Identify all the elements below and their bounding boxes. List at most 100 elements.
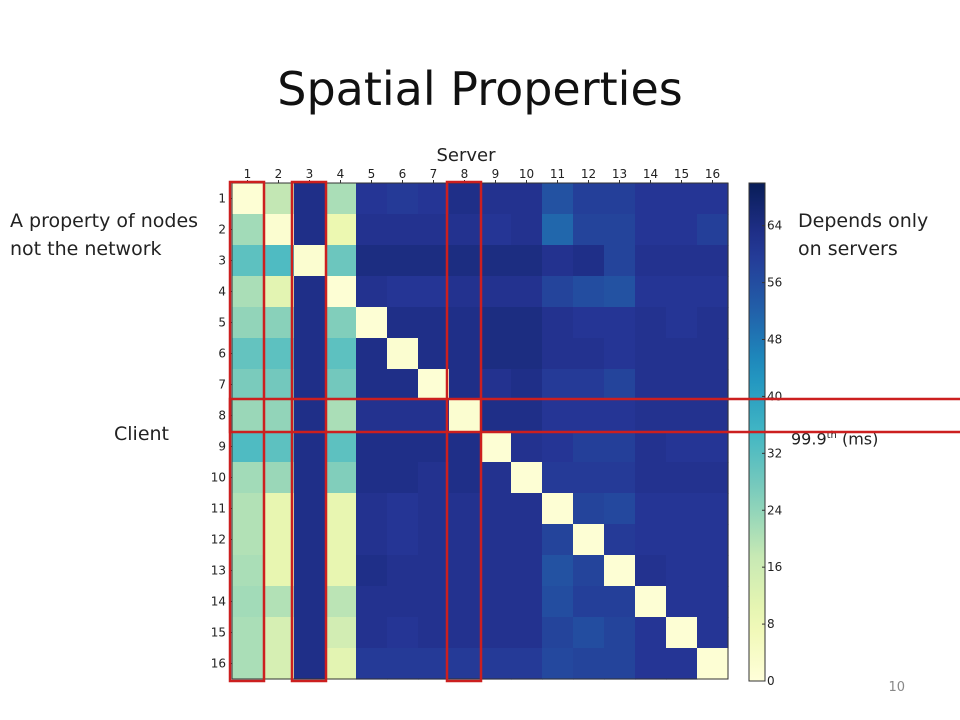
heatmap-cell-r1-c4 [325, 183, 357, 215]
heatmap-cell-r14-c8 [449, 586, 481, 618]
heatmap-cell-r14-c2 [263, 586, 295, 618]
heatmap-cell-r5-c16 [697, 307, 729, 339]
heatmap-cell-r7-c11 [542, 369, 574, 401]
heatmap-cell-r11-c3 [294, 493, 326, 525]
x-tick-label-13: 13 [612, 167, 627, 181]
metric-label: 99.9th (ms) [791, 422, 878, 453]
heatmap-cell-r10-c6 [387, 462, 419, 494]
x-tick-label-11: 11 [550, 167, 565, 181]
heatmap-cell-r3-c7 [418, 245, 450, 277]
heatmap-cell-r3-c10 [511, 245, 543, 277]
heatmap-cell-r14-c11 [542, 586, 574, 618]
heatmap-cell-r6-c6 [387, 338, 419, 370]
heatmap-cell-r14-c12 [573, 586, 605, 618]
heatmap-cell-r12-c11 [542, 524, 574, 556]
heatmap-cell-r1-c8 [449, 183, 481, 215]
heatmap-cell-r12-c13 [604, 524, 636, 556]
colorbar-tick-label-16: 16 [767, 560, 782, 574]
heatmap-cell-r2-c2 [263, 214, 295, 246]
x-tick-label-12: 12 [581, 167, 596, 181]
heatmap-cell-r11-c2 [263, 493, 295, 525]
y-tick-label-6: 6 [218, 347, 226, 361]
heatmap-cell-r7-c4 [325, 369, 357, 401]
heatmap-cell-r14-c1 [232, 586, 264, 618]
heatmap-cell-r15-c4 [325, 617, 357, 649]
heatmap-cell-r2-c14 [635, 214, 667, 246]
heatmap-cell-r2-c12 [573, 214, 605, 246]
heatmap-cell-r9-c9 [480, 431, 512, 463]
heatmap-cell-r16-c4 [325, 648, 357, 680]
y-tick-label-2: 2 [218, 223, 226, 237]
heatmap-cell-r15-c14 [635, 617, 667, 649]
heatmap-cell-r10-c10 [511, 462, 543, 494]
x-tick-label-2: 2 [275, 167, 283, 181]
heatmap-cell-r3-c14 [635, 245, 667, 277]
heatmap-cell-r5-c13 [604, 307, 636, 339]
heatmap-cell-r6-c2 [263, 338, 295, 370]
heatmap-cell-r6-c14 [635, 338, 667, 370]
heatmap-cell-r7-c13 [604, 369, 636, 401]
heatmap-cell-r13-c2 [263, 555, 295, 587]
heatmap-cell-r12-c3 [294, 524, 326, 556]
heatmap-cell-r5-c11 [542, 307, 574, 339]
heatmap-cell-r16-c2 [263, 648, 295, 680]
heatmap-cell-r6-c8 [449, 338, 481, 370]
heatmap-cell-r7-c16 [697, 369, 729, 401]
heatmap-cell-r8-c10 [511, 400, 543, 432]
heatmap-cell-r14-c15 [666, 586, 698, 618]
heatmap-cell-r7-c14 [635, 369, 667, 401]
heatmap-cell-r2-c7 [418, 214, 450, 246]
heatmap-cell-r1-c5 [356, 183, 388, 215]
heatmap-cell-r5-c9 [480, 307, 512, 339]
heatmap-cell-r2-c8 [449, 214, 481, 246]
heatmap-cell-r9-c5 [356, 431, 388, 463]
heatmap-cell-r1-c1 [232, 183, 264, 215]
heatmap-cell-r8-c16 [697, 400, 729, 432]
heatmap-cell-r4-c15 [666, 276, 698, 308]
heatmap-cell-r14-c7 [418, 586, 450, 618]
colorbar-tick-label-64: 64 [767, 219, 782, 233]
heatmap-cell-r9-c1 [232, 431, 264, 463]
heatmap-cell-r8-c8 [449, 400, 481, 432]
heatmap-cell-r3-c2 [263, 245, 295, 277]
heatmap-cell-r5-c3 [294, 307, 326, 339]
heatmap-cell-r15-c3 [294, 617, 326, 649]
heatmap-cell-r13-c11 [542, 555, 574, 587]
heatmap-cell-r4-c10 [511, 276, 543, 308]
heatmap-cell-r11-c9 [480, 493, 512, 525]
heatmap-cell-r4-c11 [542, 276, 574, 308]
heatmap-cell-r11-c1 [232, 493, 264, 525]
x-tick-label-7: 7 [430, 167, 438, 181]
heatmap-cell-r7-c5 [356, 369, 388, 401]
heatmap-cell-r2-c9 [480, 214, 512, 246]
heatmap-cell-r1-c3 [294, 183, 326, 215]
heatmap-cell-r14-c13 [604, 586, 636, 618]
heatmap-cell-r13-c4 [325, 555, 357, 587]
heatmap-cell-r16-c9 [480, 648, 512, 680]
heatmap-cell-r7-c3 [294, 369, 326, 401]
heatmap-cell-r6-c10 [511, 338, 543, 370]
colorbar-tick-label-48: 48 [767, 333, 782, 347]
left-annotation-line2: not the network [10, 238, 162, 260]
heatmap-cell-r4-c9 [480, 276, 512, 308]
heatmap-cell-r16-c7 [418, 648, 450, 680]
heatmap-cell-r9-c2 [263, 431, 295, 463]
heatmap-cell-r11-c11 [542, 493, 574, 525]
y-tick-label-4: 4 [218, 285, 226, 299]
highlight-boxes [228, 180, 960, 683]
y-tick-label-7: 7 [218, 378, 226, 392]
x-tick-labels: 1 2 3 4 5 6 7 8 9 10 11 12 13 14 15 16 [244, 167, 720, 183]
heatmap-cell-r7-c6 [387, 369, 419, 401]
heatmap-cell-r16-c16 [697, 648, 729, 680]
heatmap-cell-r13-c10 [511, 555, 543, 587]
slide-title: Spatial Properties [277, 62, 683, 116]
heatmap-cell-r8-c13 [604, 400, 636, 432]
heatmap-cell-r6-c3 [294, 338, 326, 370]
metric-superscript: th [826, 430, 837, 441]
x-tick-label-4: 4 [337, 167, 345, 181]
heatmap-cell-r8-c1 [232, 400, 264, 432]
heatmap-cell-r1-c2 [263, 183, 295, 215]
heatmap-cell-r6-c15 [666, 338, 698, 370]
heatmap-cell-r5-c4 [325, 307, 357, 339]
